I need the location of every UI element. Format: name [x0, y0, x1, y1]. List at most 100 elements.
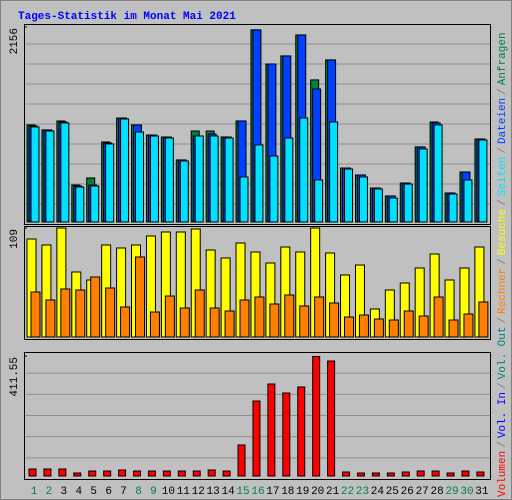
legend-separator: /: [497, 382, 509, 389]
x-tick-label: 16: [251, 486, 264, 498]
x-tick-label: 31: [475, 486, 489, 498]
bar: [222, 470, 231, 477]
x-tick-label: 12: [192, 486, 205, 498]
legend-entry: Volumen: [497, 451, 509, 497]
bar: [433, 296, 444, 338]
x-tick-label: 26: [401, 486, 414, 498]
legend-entry: Seiten: [497, 157, 509, 197]
bar: [358, 314, 369, 338]
bar: [30, 126, 40, 223]
x-tick-label: 3: [61, 486, 68, 498]
bar: [433, 124, 443, 223]
x-tick-label: 30: [460, 486, 473, 498]
bar: [147, 470, 156, 477]
bar: [463, 179, 473, 223]
bar: [371, 472, 380, 477]
bar: [299, 305, 310, 338]
legend-separator: /: [497, 147, 509, 154]
bar: [239, 176, 249, 223]
bar: [386, 472, 395, 477]
bar: [446, 472, 455, 477]
bar: [192, 470, 201, 477]
bar: [60, 288, 71, 338]
x-tick-label: 20: [311, 486, 324, 498]
y-tick-label: 109: [9, 229, 21, 249]
x-tick-label: 4: [75, 486, 82, 498]
bar: [133, 470, 142, 477]
bar: [237, 444, 246, 477]
bar: [269, 155, 279, 223]
x-tick-label: 10: [162, 486, 175, 498]
legend: Volumen / Vol. In / Vol. Out / Rechner / Besuche…: [497, 32, 509, 497]
bar: [207, 469, 216, 477]
legend-entry: Vol. Out: [497, 327, 509, 380]
bar: [149, 135, 159, 223]
y-tick-label: 2156: [9, 28, 21, 54]
bar: [431, 470, 440, 477]
bar: [75, 289, 86, 338]
bar: [177, 470, 186, 477]
bar: [463, 313, 474, 338]
x-tick-label: 15: [236, 486, 249, 498]
legend-entry: Vol. In: [497, 392, 509, 438]
bar: [401, 471, 410, 477]
bar: [344, 316, 355, 338]
x-tick-label: 18: [281, 486, 294, 498]
x-tick-label: 17: [266, 486, 279, 498]
bar: [388, 319, 399, 338]
bar: [327, 360, 336, 477]
x-tick-label: 7: [120, 486, 127, 498]
x-tick-label: 21: [326, 486, 340, 498]
bar: [58, 468, 67, 477]
bar: [135, 131, 145, 223]
bar: [269, 303, 280, 338]
bar: [312, 355, 321, 477]
x-tick-label: 14: [221, 486, 235, 498]
bar: [416, 470, 425, 477]
bar: [224, 310, 235, 338]
bar: [284, 137, 294, 223]
bar: [478, 301, 489, 338]
bar: [299, 117, 309, 223]
bar: [28, 468, 37, 477]
x-tick-label: 1: [31, 486, 38, 498]
bar: [297, 386, 306, 477]
bar: [403, 310, 414, 338]
bar: [267, 383, 276, 477]
legend-separator: /: [497, 441, 509, 448]
bar: [209, 307, 220, 338]
bar: [284, 294, 295, 338]
x-tick-label: 22: [341, 486, 354, 498]
legend-separator: /: [497, 258, 509, 265]
bar: [194, 135, 204, 223]
x-tick-label: 8: [135, 486, 142, 498]
bar: [118, 469, 127, 477]
bar: [373, 188, 383, 223]
x-tick-label: 23: [356, 486, 369, 498]
bar: [162, 470, 171, 477]
bar: [105, 287, 116, 338]
bar: [254, 144, 264, 223]
bar: [45, 299, 56, 338]
bar: [356, 472, 365, 477]
x-tick-label: 27: [416, 486, 429, 498]
bar: [448, 319, 459, 338]
bar: [60, 122, 70, 223]
bar: [252, 400, 261, 477]
bar: [388, 197, 398, 223]
bar: [90, 276, 101, 338]
bar: [120, 118, 130, 223]
bar: [358, 176, 368, 223]
bar: [254, 296, 265, 338]
x-tick-label: 13: [207, 486, 220, 498]
bar: [120, 306, 131, 338]
bar: [105, 143, 115, 223]
bar: [179, 307, 190, 338]
legend-separator: /: [497, 88, 509, 95]
bar: [164, 295, 175, 338]
bar: [461, 470, 470, 477]
x-tick-label: 6: [105, 486, 112, 498]
x-tick-label: 24: [371, 486, 385, 498]
bar: [103, 470, 112, 477]
legend-entry: Anfragen: [497, 32, 509, 85]
